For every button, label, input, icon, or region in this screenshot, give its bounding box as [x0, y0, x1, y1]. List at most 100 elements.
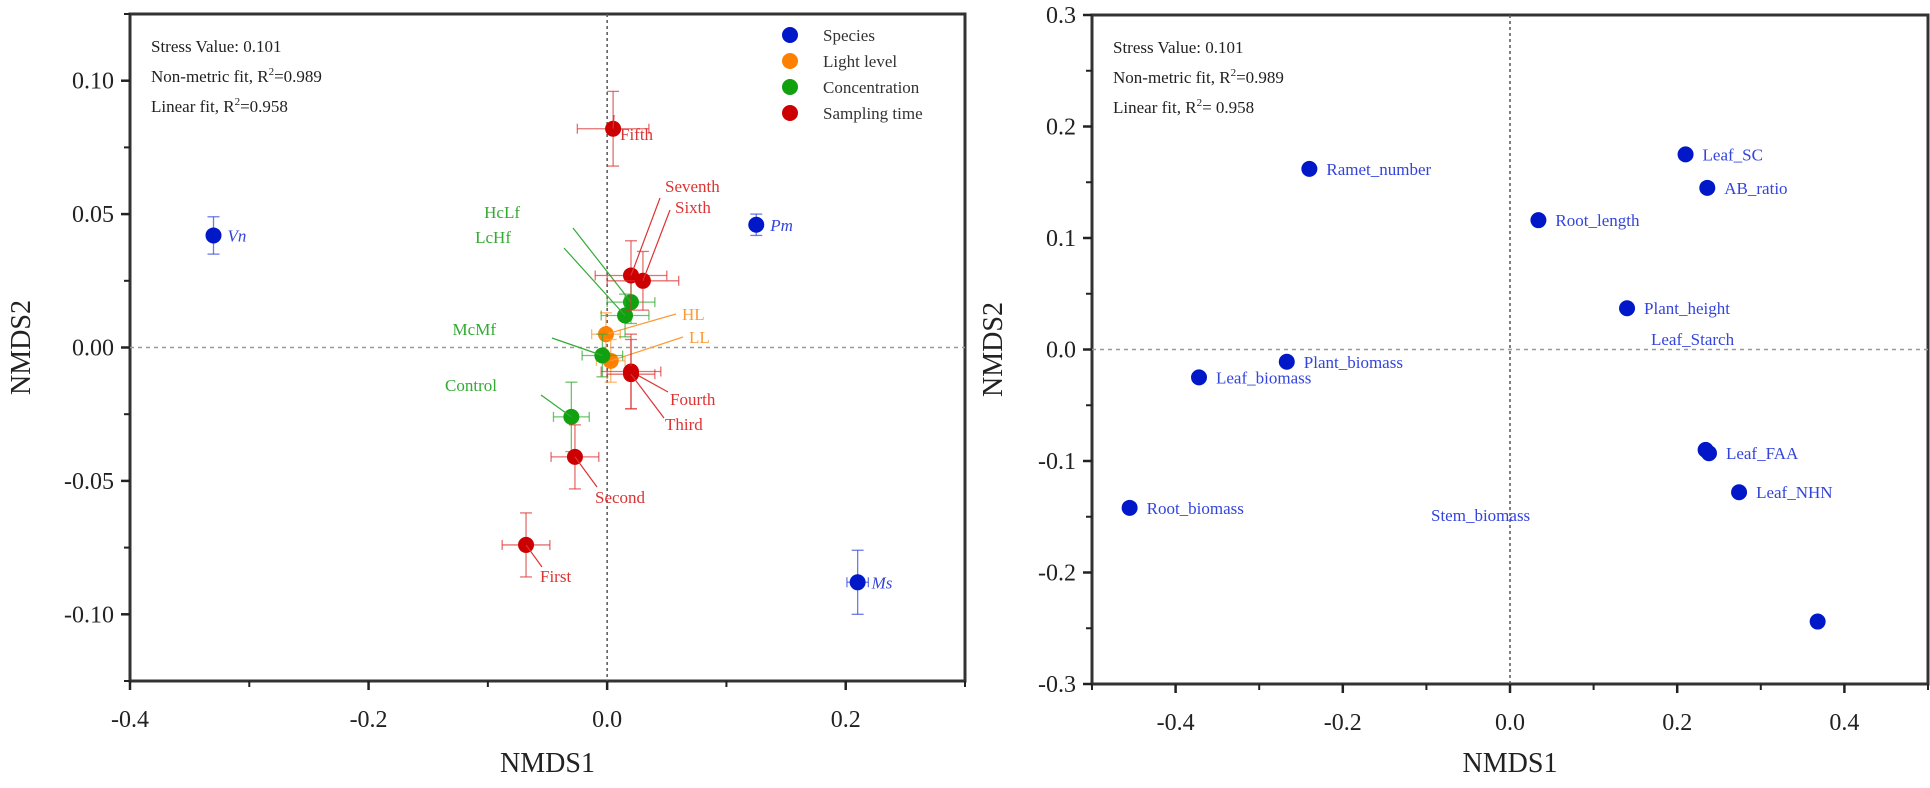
label-leader-line: [610, 336, 684, 362]
point-marker: [1699, 179, 1716, 196]
chart-panel-left: -0.4 -0.2 0.0 0.2 0.10 0.05 0.00 -0.05 -0.10 NMDS…: [6, 12, 967, 779]
legend-label: Sampling time: [823, 104, 923, 123]
data-point: AB_ratio: [1699, 179, 1788, 198]
x-tick-label: 0.2: [831, 707, 861, 733]
data-point: Plant_height: [1619, 299, 1730, 318]
point-label: LcHf: [475, 228, 511, 247]
nonmetric-fit-text: Non-metric fit, R2=0.989: [1113, 67, 1284, 87]
y-axis-title: NMDS2: [978, 302, 1009, 397]
x-tick-label: 0.4: [1829, 710, 1859, 736]
point-label: Leaf_biomass: [1216, 368, 1311, 387]
point-label: Leaf_NHN: [1756, 483, 1832, 502]
y-tick-label: -0.3: [1038, 672, 1076, 698]
point-label: Root_length: [1555, 211, 1640, 230]
label-leader-line: [642, 209, 671, 282]
point-label: McMf: [453, 320, 497, 339]
label-leader-line: [630, 197, 661, 276]
point-label: Pm: [769, 216, 793, 235]
y-tick-label: 0.00: [72, 336, 114, 362]
label-leader-line: [574, 456, 598, 488]
point-marker: [849, 574, 866, 591]
legend-marker: [782, 53, 798, 69]
data-point: HcLf: [484, 203, 656, 325]
series-traits: Ramet_number Leaf_SC AB_ratio Root_length Pl…: [1121, 145, 1833, 630]
point-label: Root_biomass: [1147, 499, 1244, 518]
legend-marker: [782, 79, 798, 95]
point-label: Control: [445, 376, 497, 395]
point-label: Second: [595, 488, 646, 507]
y-axis-title: NMDS2: [6, 300, 37, 395]
data-point: Ramet_number: [1301, 160, 1432, 179]
point-marker: [1191, 369, 1208, 386]
y-tick-label: 0.0: [1046, 338, 1076, 364]
stress-value-text: Stress Value: 0.101: [1113, 38, 1244, 57]
y-tick-label: 0.3: [1046, 3, 1076, 29]
data-point: Root_length: [1530, 211, 1640, 230]
point-label: Sixth: [675, 198, 711, 217]
label-leader-line: [563, 247, 626, 316]
point-marker: [1530, 212, 1547, 229]
y-tick-label: 0.1: [1046, 226, 1076, 252]
stress-value-text: Stress Value: 0.101: [151, 37, 282, 56]
x-axis-title: NMDS1: [1463, 748, 1558, 779]
data-point: Control: [445, 376, 590, 453]
data-point: Leaf_FAA: [1700, 444, 1799, 463]
legend-marker: [782, 27, 798, 43]
data-point: Third: [606, 338, 703, 434]
data-point: Seventh: [594, 177, 720, 311]
x-tick-label: 0.2: [1662, 710, 1692, 736]
point-label: HL: [682, 305, 705, 324]
y-tick-label: 0.2: [1046, 115, 1076, 141]
data-point: LcHf: [475, 228, 650, 338]
y-tick-label: -0.10: [64, 602, 114, 628]
point-label: Fourth: [670, 390, 716, 409]
point-label: Third: [665, 415, 703, 434]
legend-label: Concentration: [823, 78, 920, 97]
point-label: Leaf_Starch: [1651, 330, 1735, 349]
data-point: Second: [550, 424, 646, 507]
point-label: Ms: [871, 573, 893, 592]
legend-label: Light level: [823, 52, 897, 71]
label-leader-line: [525, 544, 543, 568]
data-point: Sixth: [606, 198, 711, 311]
y-tick-label: -0.05: [64, 469, 114, 495]
point-label: Plant_height: [1644, 299, 1730, 318]
data-point: Leaf_NHN: [1731, 483, 1833, 502]
label-leader-line: [612, 114, 615, 129]
data-point: Leaf_biomass: [1191, 368, 1311, 387]
y-tick-label: 0.05: [72, 202, 114, 228]
data-point: Leaf_SC: [1677, 145, 1763, 164]
y-tick-label: -0.1: [1038, 449, 1076, 475]
x-tick-label: 0.0: [592, 707, 622, 733]
point-marker: [205, 227, 222, 244]
legend-label: Species: [823, 26, 875, 45]
data-point: Vn: [205, 216, 247, 255]
point-marker: [1301, 160, 1318, 177]
legend-marker: [782, 105, 798, 121]
y-tick-label: 0.10: [72, 69, 114, 95]
point-label: AB_ratio: [1724, 179, 1787, 198]
point-label: Seventh: [665, 177, 720, 196]
x-tick-label: -0.2: [350, 707, 388, 733]
linear-fit-text: Linear fit, R2=0.958: [151, 96, 288, 116]
x-tick-label: -0.4: [1157, 710, 1195, 736]
nonmetric-fit-text: Non-metric fit, R2=0.989: [151, 66, 322, 86]
data-point: First: [501, 512, 571, 586]
point-label: Plant_biomass: [1304, 353, 1403, 372]
x-tick-label: -0.4: [111, 707, 149, 733]
data-point: Ms: [846, 549, 893, 615]
point-label: Vn: [228, 226, 247, 245]
point-marker: [1731, 484, 1748, 501]
point-marker: [1619, 300, 1636, 317]
label-leader-line: [540, 394, 572, 418]
data-point: McMf: [453, 320, 624, 378]
series-concentration: HcLf LcHf McMf Control: [445, 203, 656, 453]
x-axis-title: NMDS1: [500, 748, 595, 779]
label-leader-line: [572, 227, 632, 303]
chart-panel-right: -0.4 -0.2 0.0 0.2 0.4 0.3 0.2 0.1 0.0 -0.1 -0.2 -0.…: [978, 3, 1930, 779]
point-marker: [1278, 353, 1295, 370]
point-marker: [1677, 146, 1694, 163]
point-label: First: [540, 567, 571, 586]
data-point: Root_biomass: [1121, 499, 1244, 518]
